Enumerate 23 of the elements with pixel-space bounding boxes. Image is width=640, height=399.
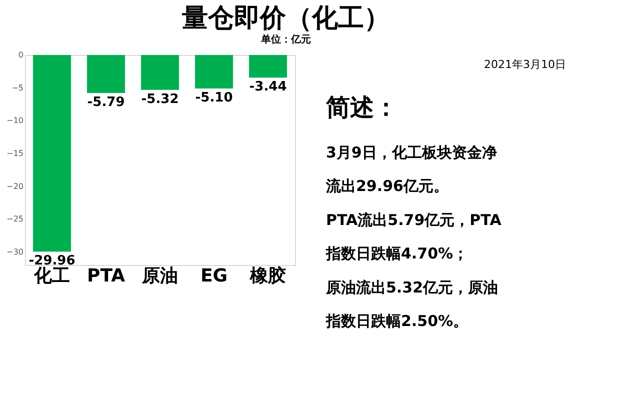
chart-title: 量仓即价（化工）: [180, 4, 390, 34]
x-tick-label: PTA: [86, 266, 126, 286]
y-tick-label: 0: [18, 50, 24, 60]
x-tick-label: EG: [200, 266, 228, 286]
text: PTA流出5.79亿元，PTA指数日跌幅4.70%；: [325, 210, 502, 263]
data-label: -5.32: [141, 92, 179, 107]
data-label: -5.10: [195, 90, 233, 106]
text: 原油流出5.32亿元，原油指数日跌幅2.50%。: [325, 278, 498, 330]
y-tick-label: −20: [6, 182, 24, 191]
x-tick-label: 化工: [33, 266, 70, 286]
chart-subtitle: 单位：亿元: [260, 34, 311, 46]
text: 简述：: [325, 94, 398, 122]
text: 3月9日，化工板块资金净流出29.96亿元。: [325, 143, 497, 196]
y-tick-label: −5: [12, 83, 24, 92]
data-label: -5.79: [87, 94, 125, 110]
x-tick-label: 橡胶: [249, 266, 286, 286]
x-tick-label: 原油: [141, 266, 178, 286]
y-tick-label: −25: [6, 214, 24, 224]
y-tick-label: −15: [6, 148, 24, 158]
text: 2021年3月10日: [484, 58, 566, 71]
data-label: -3.44: [249, 80, 287, 95]
y-tick-label: −10: [6, 116, 24, 126]
y-tick-label: −30: [6, 247, 24, 256]
